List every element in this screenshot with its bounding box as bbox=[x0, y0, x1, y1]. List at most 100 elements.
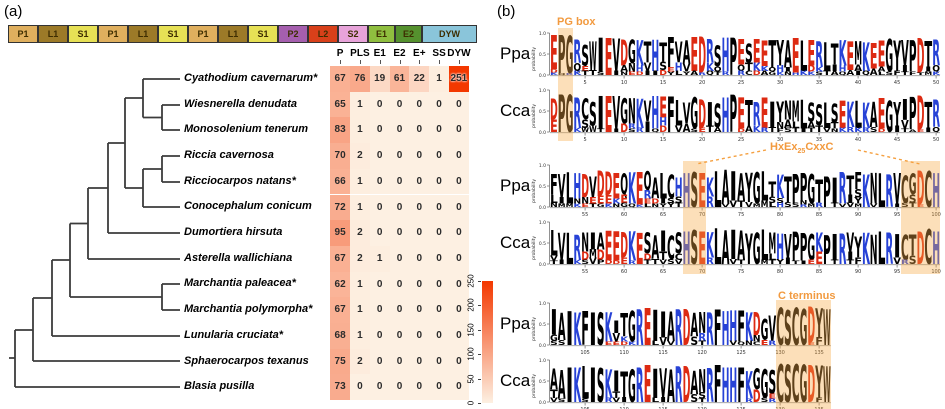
column-header-ss: SS bbox=[432, 48, 446, 59]
logo-letter: E bbox=[605, 28, 613, 87]
heatmap-cell: 0 bbox=[409, 220, 430, 246]
logo-letter: F bbox=[893, 70, 901, 77]
phylo-tree bbox=[9, 78, 180, 388]
logo-letter: I bbox=[924, 66, 932, 74]
logo-letter: A bbox=[651, 230, 659, 267]
logo-letter: P bbox=[823, 170, 831, 218]
logo-letter: S bbox=[690, 393, 698, 405]
heatmap-cell: 2 bbox=[350, 245, 370, 272]
logo-letter: D bbox=[620, 34, 628, 75]
logo-letter: S bbox=[581, 41, 589, 74]
logo-letter: E bbox=[870, 38, 878, 78]
logo-x-tick-label: 90 bbox=[855, 269, 861, 275]
logo-letter: I bbox=[597, 87, 605, 139]
logo-letter: R bbox=[636, 127, 644, 134]
logo-letter: I bbox=[644, 70, 652, 77]
logo-letter: M bbox=[761, 200, 769, 210]
logo-x-tick-label: 75 bbox=[738, 269, 744, 275]
logo-letter: G bbox=[909, 169, 917, 202]
heatmap-cell: 2 bbox=[350, 220, 370, 246]
legend-tick-mark bbox=[478, 403, 481, 404]
column-header-e+: E+ bbox=[413, 48, 426, 59]
logo-letter: L bbox=[714, 163, 722, 220]
logo-letter: M bbox=[761, 259, 769, 266]
species-label: Monosolenium tenerum bbox=[184, 123, 309, 136]
logo-letter: S bbox=[690, 128, 698, 134]
logo-x-tick-label: 25 bbox=[738, 80, 744, 86]
logo-letter: R bbox=[815, 202, 823, 209]
logo-letter: G bbox=[761, 361, 769, 407]
logo-letter: R bbox=[636, 359, 644, 409]
logo-letter: R bbox=[706, 359, 714, 409]
logo-y-tick-label: 0.5 bbox=[539, 379, 546, 385]
heatmap-cell: 0 bbox=[409, 297, 430, 323]
logo-letter: E bbox=[605, 341, 613, 347]
logo-letter: S bbox=[597, 71, 605, 77]
logo-letter: F bbox=[550, 170, 558, 203]
logo-letter: R bbox=[932, 34, 940, 75]
domain-box-e2: E2 bbox=[395, 25, 422, 43]
logo-letter: V bbox=[550, 397, 558, 404]
logo-letter: S bbox=[909, 193, 917, 206]
heatmap-cell: 75 bbox=[330, 348, 350, 375]
logo-letter: I bbox=[846, 250, 854, 263]
logo-letter: P bbox=[597, 259, 605, 266]
logo-letter: F bbox=[581, 302, 589, 356]
heatmap-cell: 95 bbox=[330, 220, 350, 246]
logo-letter: P bbox=[729, 85, 737, 144]
logo-letter: L bbox=[550, 194, 558, 206]
logo-x-tick-label: 110 bbox=[619, 407, 629, 409]
logo-x-tick-label: 45 bbox=[894, 80, 900, 86]
logo-y-tick-label: 0.0 bbox=[539, 205, 546, 211]
heatmap-cell: 2 bbox=[350, 143, 370, 169]
logo-letter: V bbox=[589, 257, 597, 267]
logo-letter: G bbox=[800, 301, 808, 358]
logo-letter: N bbox=[745, 340, 753, 347]
column-header-p: P bbox=[336, 48, 344, 59]
logo-letter: F bbox=[714, 301, 722, 358]
logo-letter: S bbox=[870, 127, 878, 135]
logo-letter: N bbox=[870, 167, 878, 215]
species-label: Ricciocarpos natans* bbox=[184, 174, 296, 187]
logo-letter: T bbox=[620, 366, 628, 406]
logo-letter: Q bbox=[620, 169, 628, 202]
logo-letter: D bbox=[651, 198, 659, 206]
logo-letter: S bbox=[550, 340, 558, 347]
logo-letter: R bbox=[573, 229, 581, 269]
logo-letter: Y bbox=[815, 357, 823, 409]
logo-y-tick-label: 1.0 bbox=[539, 220, 546, 226]
logo-letter: R bbox=[768, 398, 777, 404]
logo-letter: L bbox=[675, 95, 683, 135]
logo-letter: T bbox=[550, 260, 558, 266]
logo-letter: E bbox=[807, 342, 815, 346]
heatmap-cell: 0 bbox=[409, 91, 430, 118]
panel-a-label: (a) bbox=[4, 3, 23, 20]
logo-letter: G bbox=[768, 71, 776, 77]
logo-letter: E bbox=[737, 33, 745, 73]
logo-letter: S bbox=[597, 359, 605, 409]
logo-letter: S bbox=[581, 118, 589, 131]
logo-letter: V bbox=[644, 96, 652, 129]
logo-letter: D bbox=[807, 65, 815, 75]
logo-x-tick-label: 30 bbox=[777, 80, 783, 86]
logo-letter: Y bbox=[815, 301, 823, 347]
legend-tick-mark bbox=[478, 329, 481, 331]
logo-letter: I bbox=[924, 127, 932, 134]
logo-letter: G bbox=[550, 334, 558, 344]
logo-y-tick-label: 0.5 bbox=[539, 241, 546, 247]
logo-letter: A bbox=[651, 173, 659, 206]
logo-letter: D bbox=[605, 166, 613, 203]
logo-letter: S bbox=[690, 335, 698, 348]
logo-y-tick-label: 0.5 bbox=[539, 184, 546, 190]
logo-letter: S bbox=[589, 96, 597, 133]
logo-letter: V bbox=[729, 200, 737, 210]
heatmap-cell: 0 bbox=[429, 271, 449, 298]
logo-letter: V bbox=[659, 360, 667, 406]
logo-letter: T bbox=[823, 70, 831, 77]
logo-letter: I bbox=[784, 67, 792, 74]
logo-letter: D bbox=[644, 253, 652, 263]
logo-letter: E bbox=[644, 355, 652, 409]
logo-letter: S bbox=[690, 164, 698, 219]
logo-letter: I bbox=[854, 70, 862, 77]
logo-letter: T bbox=[784, 171, 792, 211]
